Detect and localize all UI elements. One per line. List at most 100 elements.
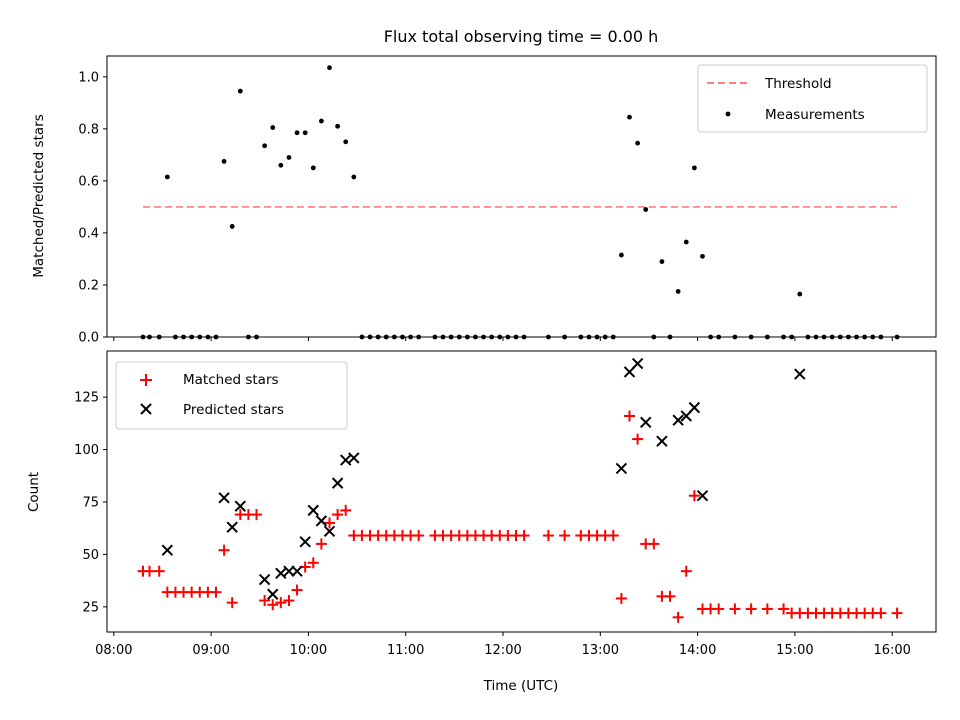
measurement-point [278,162,284,168]
predicted-star-point [340,454,352,466]
matched-star-point [648,538,660,550]
predicted-star-point [656,435,668,447]
matched-star-point [624,410,636,422]
bottom-xtick-label: 10:00 [290,643,327,658]
predicted-star-point [299,536,311,548]
measurement-point [700,253,705,259]
measurement-point [294,130,300,136]
top-legend-box [697,64,928,133]
predicted-star-point [323,525,336,538]
measurement-point [327,65,332,71]
legend-matched-label: Matched stars [183,372,279,388]
legend-threshold-label: Threshold [764,76,832,92]
bottom-xtick-label: 15:00 [776,643,813,658]
matched-star-point [210,586,222,598]
predicted-star-point [794,368,806,380]
predicted-star-point [226,521,238,533]
matched-star-point [891,607,903,619]
predicted-star-point [291,565,303,577]
matched-star-point [340,504,352,516]
matched-star-point [413,530,425,542]
measurement-point [635,140,641,146]
bottom-plot: 25 50 75 100 125 Count 08:00 09:00 10:00 11:00 1… [26,350,937,694]
predicted-star-point [696,489,709,502]
legend-predicted-label: Predicted stars [183,402,284,418]
bottom-plot-data [137,357,903,623]
top-y-axis-label: Matched/Predicted stars [31,114,47,277]
measurement-point [164,174,170,180]
bottom-x-axis-label: Time (UTC) [483,678,559,694]
matched-star-point [291,584,303,596]
measurement-point [675,289,681,294]
bottom-xtick-label: 11:00 [387,643,424,658]
bottom-y-axis-label: Count [26,472,42,512]
matched-star-point [664,590,676,602]
bottom-xtick-label: 16:00 [873,643,910,658]
matched-star-point [259,595,271,607]
bottom-ytick-label: 75 [82,495,99,510]
matched-star-point [323,517,335,529]
matched-star-point [153,565,165,577]
predicted-star-point [672,414,684,426]
top-ytick-label: 0.8 [78,122,99,137]
matched-star-point [632,433,644,445]
top-ytick-label: 0.0 [78,331,99,346]
measurement-point [270,125,276,130]
bottom-ytick-label: 100 [74,443,99,458]
matched-star-point [875,607,887,619]
matched-star-point [251,509,263,521]
bottom-y-axis: 25 50 75 100 125 [74,391,107,615]
legend-measurements-label: Measurements [765,107,865,123]
predicted-star-point [615,462,628,475]
predicted-star-point [631,357,644,370]
legend-predicted-swatch [140,403,152,415]
measurement-point [286,155,292,160]
measurement-point [797,291,803,297]
matched-star-point [559,530,571,542]
measurement-point [351,174,357,180]
measurement-point [335,123,341,129]
bottom-x-axis: 08:00 09:00 10:00 11:00 12:00 13:00 14:00 15:00… [95,632,911,658]
matched-star-point [518,530,530,542]
bottom-ytick-label: 125 [74,391,99,406]
top-ytick-label: 0.4 [78,226,99,241]
bottom-xtick-label: 12:00 [484,643,521,658]
matched-star-point [307,557,319,569]
bottom-xtick-label: 09:00 [192,643,229,658]
measurement-point [310,165,316,171]
matched-star-point [542,530,554,542]
top-legend: Threshold Measurements [697,64,928,133]
measurement-point [627,114,632,120]
top-plot-frame [106,55,937,338]
predicted-star-point [258,573,271,586]
predicted-star-point [275,567,287,579]
predicted-star-point [267,588,279,600]
matched-star-point [778,603,790,615]
predicted-star-point [688,401,701,414]
top-plot: 0.0 0.2 0.4 0.6 0.8 1.0 Matched/Predicted sta… [31,55,937,346]
matched-star-point [688,490,700,502]
predicted-star-point [218,492,230,504]
predicted-star-point [348,452,360,464]
predicted-star-point [640,416,652,429]
measurement-point [343,139,349,145]
matched-star-point [745,603,757,615]
predicted-star-point [283,565,295,577]
matched-star-point [315,538,327,550]
measurement-point [318,118,324,124]
measurement-point [683,239,689,245]
predicted-star-point [331,477,344,489]
bottom-xtick-label: 14:00 [679,643,716,658]
matched-star-point [607,530,619,542]
predicted-star-point [315,515,328,527]
matched-star-point [713,603,725,615]
matched-star-point [615,592,627,604]
top-x-axis [113,337,893,341]
matched-star-point [729,603,741,615]
bottom-xtick-label: 13:00 [582,643,619,658]
measurement-point [643,207,649,212]
matched-star-point [226,597,238,609]
legend-matched-swatch [140,374,152,386]
matched-star-point [267,599,279,611]
matched-star-point [332,509,344,521]
